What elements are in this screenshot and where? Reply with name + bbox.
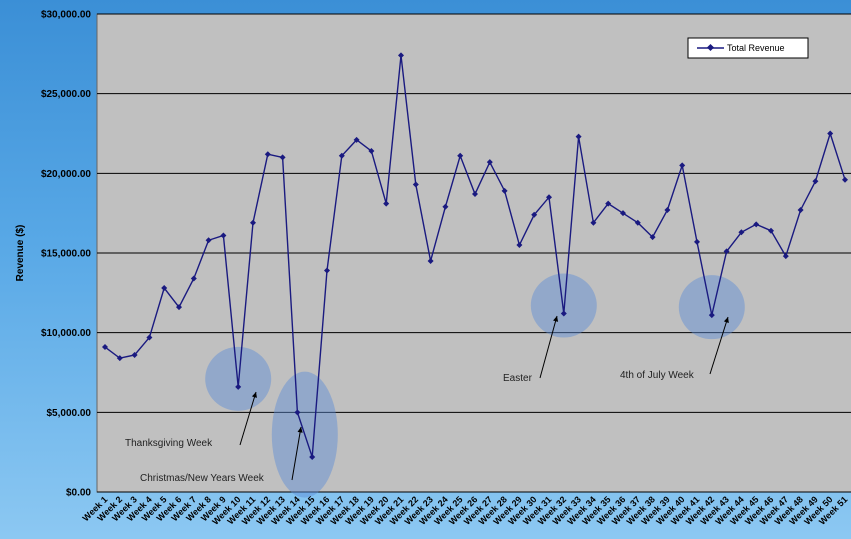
data-point (768, 227, 774, 234)
annotation-arrowhead (297, 427, 303, 433)
legend: Total Revenue (687, 37, 809, 59)
data-point (294, 409, 301, 416)
data-point (782, 253, 789, 260)
y-axis-ticks: $0.00 $5,000.00 $10,000.00 $15,000.00 $20,00… (41, 10, 91, 499)
annotation-arrowhead (723, 317, 729, 323)
y-tick-label: $5,000.00 (47, 408, 92, 419)
data-point (190, 275, 197, 282)
data-point (161, 285, 168, 292)
data-point (753, 221, 760, 228)
data-point (812, 178, 819, 185)
data-point (694, 238, 700, 245)
data-point (427, 257, 434, 264)
annotation-arrowhead (251, 392, 257, 398)
legend-marker-sample (706, 43, 715, 52)
legend-label: Total Revenue (727, 43, 785, 53)
data-point (338, 152, 345, 159)
gridlines (97, 13, 851, 493)
data-point (309, 453, 316, 460)
y-tick-label: $25,000.00 (41, 89, 91, 100)
data-point (486, 159, 493, 166)
data-point (634, 219, 641, 226)
data-point (472, 191, 478, 198)
y-tick-label: $15,000.00 (41, 249, 91, 260)
highlight-ellipse (205, 346, 272, 411)
y-tick-label: $30,000.00 (41, 10, 91, 21)
data-point (827, 130, 834, 137)
y-axis-label: Revenue ($) (15, 225, 26, 282)
series-markers (102, 52, 848, 460)
data-point (102, 344, 108, 351)
data-point (560, 310, 567, 317)
data-point (590, 219, 597, 226)
annotations: Thanksgiving Week Christmas/New Years Wee… (125, 315, 729, 484)
data-point (235, 383, 242, 390)
data-point (723, 248, 730, 255)
legend-box (687, 37, 809, 59)
annotation-label: Christmas/New Years Week (140, 473, 265, 484)
annotation-label: Easter (503, 373, 533, 384)
annotation-arrowhead (553, 316, 559, 322)
data-point (620, 210, 626, 217)
data-point (176, 304, 182, 311)
data-point (264, 151, 271, 158)
data-point (442, 203, 449, 210)
annotation-arrow (239, 391, 257, 446)
data-point (324, 267, 330, 274)
data-point (738, 229, 745, 236)
data-point (383, 200, 390, 207)
y-tick-label: $10,000.00 (41, 328, 91, 339)
annotation-arrow (291, 426, 302, 481)
data-point (205, 237, 212, 244)
data-point (679, 162, 686, 169)
data-point (531, 211, 538, 218)
data-point (368, 148, 375, 155)
y-tick-label: $0.00 (66, 488, 91, 499)
y-tick-label: $20,000.00 (41, 169, 91, 180)
data-point (457, 152, 464, 159)
data-point (516, 242, 523, 249)
data-point (649, 234, 656, 241)
data-point (575, 133, 582, 140)
annotation-arrow (709, 316, 729, 375)
data-point (708, 312, 715, 319)
annotation-arrow (539, 315, 558, 379)
data-point (605, 200, 612, 207)
data-point (146, 334, 153, 341)
annotation-label: Thanksgiving Week (125, 438, 213, 449)
data-point (250, 219, 256, 226)
data-point (501, 187, 508, 194)
highlight-ellipse (678, 275, 745, 340)
annotation-label: 4th of July Week (620, 370, 695, 381)
data-point (116, 355, 123, 362)
data-point (353, 136, 360, 143)
data-point (131, 351, 138, 358)
data-point (664, 206, 671, 213)
data-point (220, 232, 227, 239)
data-point (842, 176, 848, 183)
data-point (797, 206, 804, 213)
data-point (398, 52, 404, 59)
data-point (412, 181, 419, 188)
data-point (279, 154, 286, 161)
data-point (546, 194, 552, 201)
